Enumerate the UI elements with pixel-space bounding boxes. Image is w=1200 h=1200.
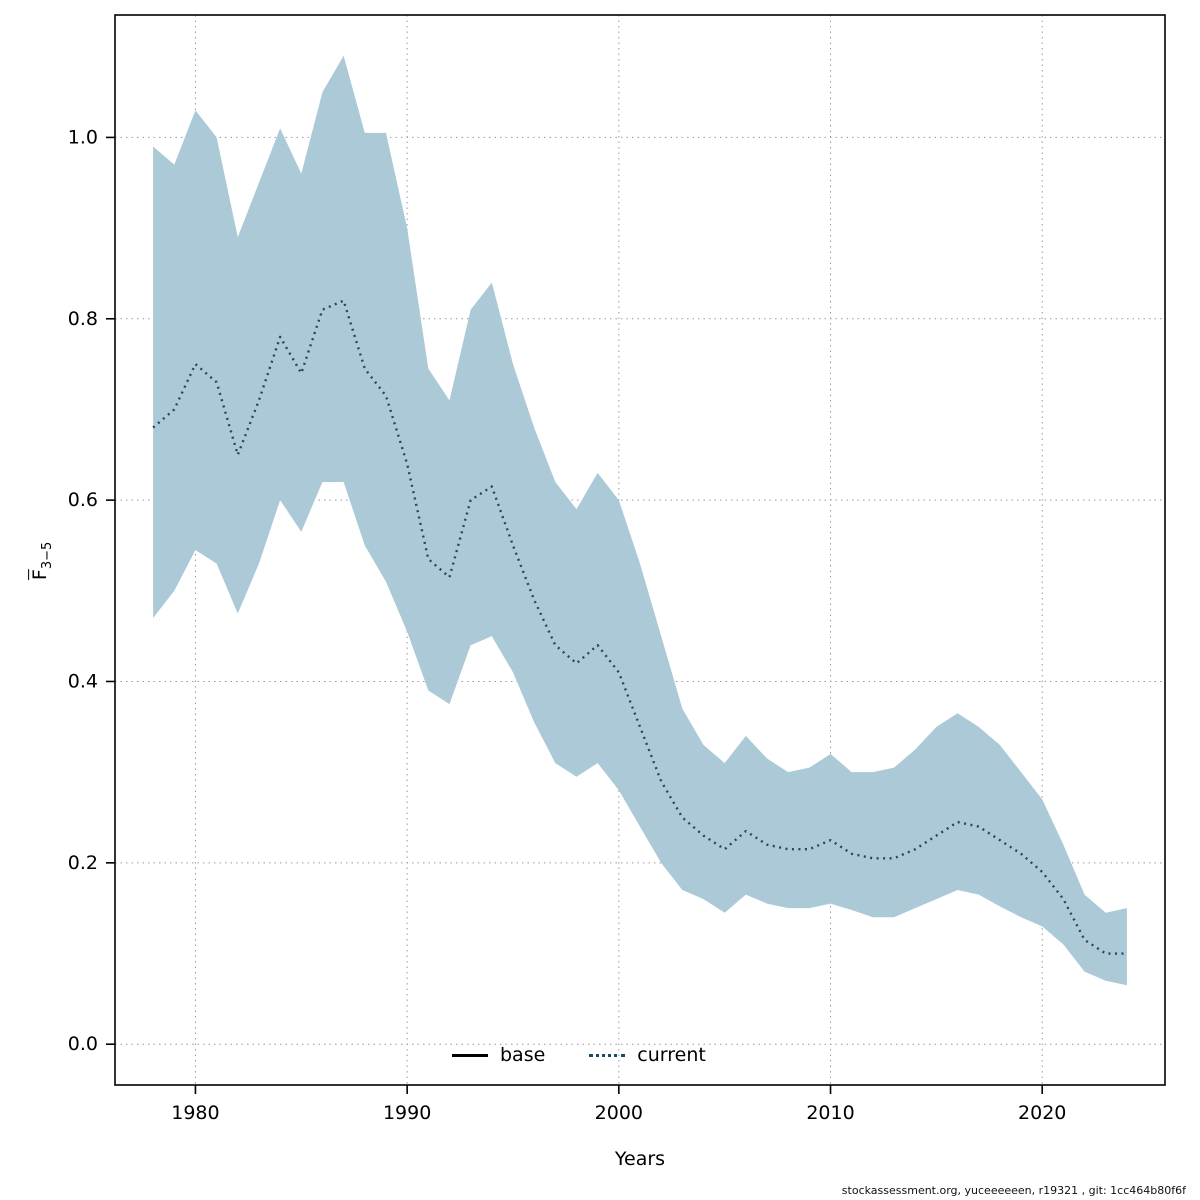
x-tick-label: 1980 [171,1102,219,1124]
y-tick-label: 0.2 [68,852,98,874]
x-axis-label: Years [614,1148,666,1170]
y-tick-label: 0.0 [68,1033,98,1055]
legend-label: current [637,1044,706,1066]
confidence-band-area [153,55,1127,986]
y-axis-label-fbar: F [29,569,52,581]
y-tick-label: 0.6 [68,489,98,511]
x-tick-label: 2020 [1018,1102,1066,1124]
x-tick-label: 2010 [806,1102,854,1124]
legend-line-sample-solid [452,1053,488,1057]
legend-item-base: base [452,1044,545,1066]
y-tick-label: 0.8 [68,308,98,330]
y-tick-label: 1.0 [68,126,98,148]
plot-border [114,14,1166,1086]
legend-label: base [500,1044,546,1066]
y-tick-label: 0.4 [68,670,98,692]
footer-attribution: stockassessment.org, yuceeeeeen, r19321 … [841,1184,1186,1197]
x-tick-label: 1990 [383,1102,431,1124]
y-axis-label: F3−5 [29,511,55,611]
current-series-line [152,299,1127,955]
legend-item-current: current [589,1044,706,1066]
x-tick-label: 2000 [595,1102,643,1124]
legend: base current [452,1044,706,1066]
y-axis-label-subscript: 3−5 [39,541,55,570]
legend-line-sample-dotted [589,1053,626,1057]
